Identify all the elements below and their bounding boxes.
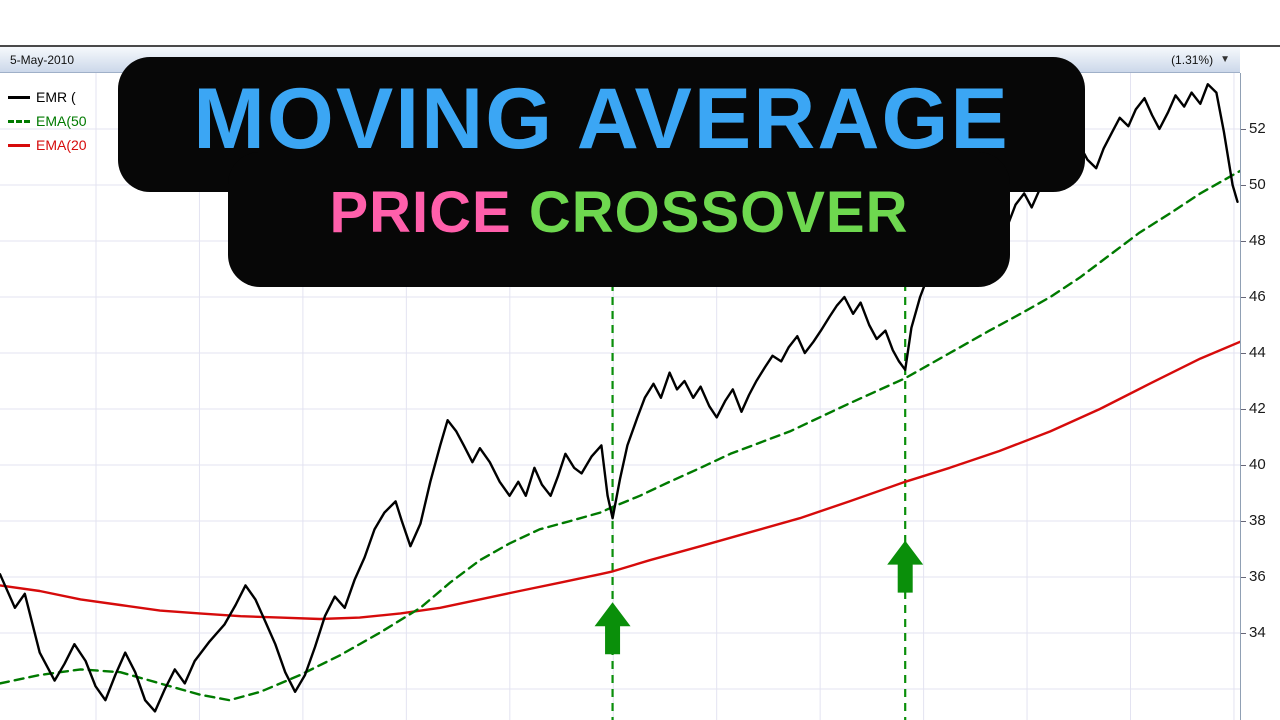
y-axis-label: 44 — [1241, 343, 1280, 363]
chart-date-label: 5-May-2010 — [10, 52, 75, 67]
y-axis-label: 42 — [1241, 399, 1280, 419]
title-banner-bottom — [228, 152, 1010, 287]
legend-label: EMA(20 — [36, 137, 87, 153]
ema20-line-swatch-icon — [8, 143, 30, 147]
chart-legend: EMR ( EMA(50 EMA(20 — [8, 89, 87, 153]
ema50-line-swatch-icon — [8, 119, 30, 123]
chart-frame-top-border — [0, 45, 1280, 47]
buy-arrow-icon — [594, 602, 631, 655]
y-axis-label: 38 — [1241, 511, 1280, 531]
banner-subtitle-price: PRICE — [329, 180, 512, 245]
y-axis-label: 50 — [1241, 175, 1280, 195]
chart-change-label: (1.31%) — [1171, 52, 1214, 67]
banner-subtitle-crossover: CROSSOVER — [528, 180, 909, 245]
buy-arrow-icon — [887, 540, 924, 593]
banner-subtitle: PRICE CROSSOVER — [228, 184, 1010, 242]
y-axis-label: 48 — [1241, 231, 1280, 251]
y-axis-label: 52 — [1241, 119, 1280, 139]
legend-item-ema50: EMA(50 — [8, 113, 87, 129]
y-axis-label: 46 — [1241, 287, 1280, 307]
y-axis-label: 40 — [1241, 455, 1280, 475]
chart-header-right: (1.31%) ▼ — [1171, 53, 1230, 67]
chevron-down-icon[interactable]: ▼ — [1220, 54, 1230, 65]
legend-item-ema20: EMA(20 — [8, 137, 87, 153]
legend-label: EMA(50 — [36, 113, 87, 129]
legend-label: EMR ( — [36, 89, 76, 105]
ema50-line — [0, 169, 1240, 702]
ema20-line — [0, 340, 1240, 621]
emr-line-swatch-icon — [8, 95, 30, 99]
y-axis-label: 36 — [1241, 567, 1280, 587]
y-axis-label: 34 — [1241, 623, 1280, 643]
banner-title: MOVING AVERAGE — [193, 71, 1010, 167]
legend-item-emr: EMR ( — [8, 89, 87, 105]
y-axis: 52 50 48 46 44 42 40 38 36 34 — [1240, 73, 1280, 720]
